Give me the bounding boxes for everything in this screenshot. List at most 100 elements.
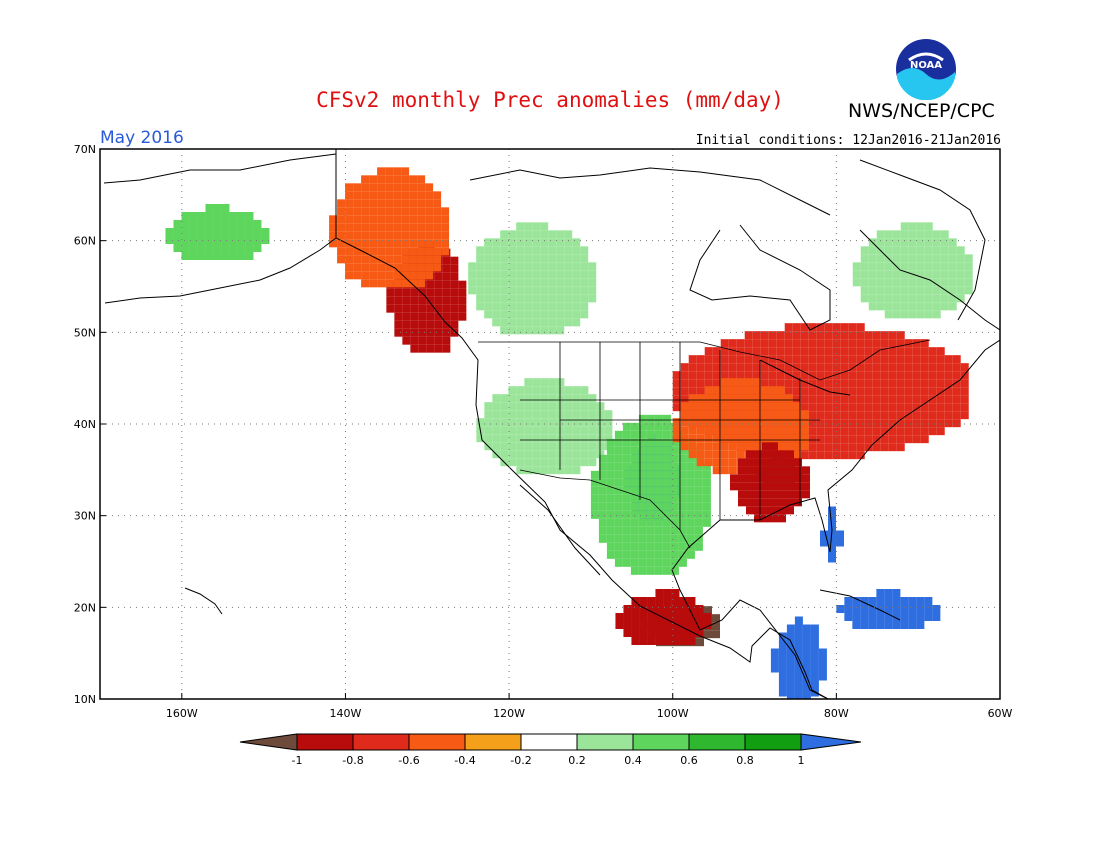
anomaly-cell [810, 648, 819, 657]
anomaly-cell [622, 462, 631, 471]
anomaly-cell [524, 402, 533, 411]
anomaly-cell [614, 454, 623, 463]
anomaly-cell [746, 506, 754, 515]
anomaly-cell [768, 355, 777, 364]
anomaly-cell [654, 470, 663, 479]
anomaly-cell [760, 363, 769, 372]
anomaly-cell [516, 302, 525, 311]
anomaly-cell [369, 247, 378, 256]
anomaly-cell [385, 239, 394, 248]
anomaly-cell [540, 238, 549, 247]
anomaly-cell [860, 294, 869, 303]
map-title: CFSv2 monthly Prec anomalies (mm/day) [316, 88, 784, 112]
anomaly-cell [688, 418, 697, 427]
anomaly-cell [654, 502, 663, 511]
anomaly-cell [572, 310, 581, 319]
anomaly-cell [832, 435, 841, 444]
anomaly-cell [524, 246, 533, 255]
anomaly-cell [776, 402, 785, 411]
anomaly-cell [441, 223, 450, 232]
anomaly-cell [623, 605, 632, 613]
anomaly-cell [695, 629, 704, 637]
anomaly-cell [810, 664, 819, 673]
anomaly-cell [662, 566, 671, 575]
anomaly-cell [426, 336, 435, 345]
anomaly-cell [630, 446, 639, 455]
anomaly-cell [556, 294, 565, 303]
anomaly-cell [173, 228, 182, 236]
anomaly-cell [704, 630, 712, 639]
anomaly-cell [639, 605, 648, 613]
anomaly-cell [672, 395, 681, 404]
anomaly-cell [646, 414, 655, 423]
anomaly-cell [712, 402, 721, 411]
anomaly-cell [409, 231, 418, 240]
anomaly-cell [696, 638, 704, 647]
anomaly-cell [924, 605, 933, 613]
anomaly-cell [784, 331, 793, 340]
anomaly-cell [904, 435, 913, 444]
anomaly-cell [940, 246, 949, 255]
anomaly-cell [540, 310, 549, 319]
anomaly-cell [802, 466, 810, 475]
anomaly-cell [744, 402, 753, 411]
anomaly-cell [688, 379, 697, 388]
anomaly-cell [876, 254, 885, 263]
anomaly-cell [936, 387, 945, 396]
anomaly-cell [598, 510, 607, 519]
anomaly-cell [712, 450, 721, 459]
graticule [100, 149, 1000, 699]
anomaly-cell [646, 422, 655, 431]
anomaly-cell [353, 271, 362, 280]
anomaly-cell [377, 207, 386, 216]
anomaly-cell [760, 355, 769, 364]
anomaly-cell [840, 427, 849, 436]
anomaly-cell [680, 402, 689, 411]
anomaly-cell [868, 302, 877, 311]
anomaly-cell [458, 304, 467, 313]
anomaly-cell [932, 270, 941, 279]
anomaly-cell [816, 387, 825, 396]
lat-tick-label: 40N [74, 418, 96, 431]
anomaly-cell [703, 621, 712, 629]
anomaly-cell [441, 207, 450, 216]
anomaly-cell [670, 542, 679, 551]
anomaly-cell [377, 247, 386, 256]
anomaly-cell [686, 494, 695, 503]
anomaly-cell [548, 302, 557, 311]
anomaly-cell [848, 451, 857, 460]
anomaly-cell [784, 355, 793, 364]
anomaly-cell [736, 339, 745, 348]
anomaly-cell [409, 191, 418, 200]
anomaly-cell [900, 621, 909, 629]
anomaly-cell [762, 490, 770, 499]
anomaly-cell [361, 183, 370, 192]
anomaly-cell [800, 323, 809, 332]
anomaly-cell [604, 410, 613, 419]
anomaly-cell [630, 518, 639, 527]
anomaly-cell [688, 410, 697, 419]
anomaly-cell [409, 175, 418, 184]
anomaly-cell [888, 419, 897, 428]
anomaly-cell [393, 263, 402, 272]
anomaly-cell [888, 347, 897, 356]
lat-tick-label: 60N [74, 235, 96, 248]
anomaly-cell [702, 510, 711, 519]
anomaly-cell [476, 434, 485, 443]
anomaly-cell [916, 621, 925, 629]
anomaly-cell [864, 435, 873, 444]
anomaly-cell [548, 246, 557, 255]
anomaly-cell [433, 239, 442, 248]
anomaly-cell [784, 339, 793, 348]
anomaly-cell [614, 462, 623, 471]
anomaly-cell [540, 442, 549, 451]
anomaly-cell [754, 506, 762, 515]
anomaly-cell [852, 597, 861, 605]
anomaly-cell [896, 395, 905, 404]
anomaly-cell [786, 624, 795, 633]
anomaly-cell [702, 470, 711, 479]
anomaly-cell [738, 490, 746, 499]
anomaly-cell [646, 470, 655, 479]
anomaly-cell [704, 442, 713, 451]
anomaly-cell [508, 326, 517, 335]
